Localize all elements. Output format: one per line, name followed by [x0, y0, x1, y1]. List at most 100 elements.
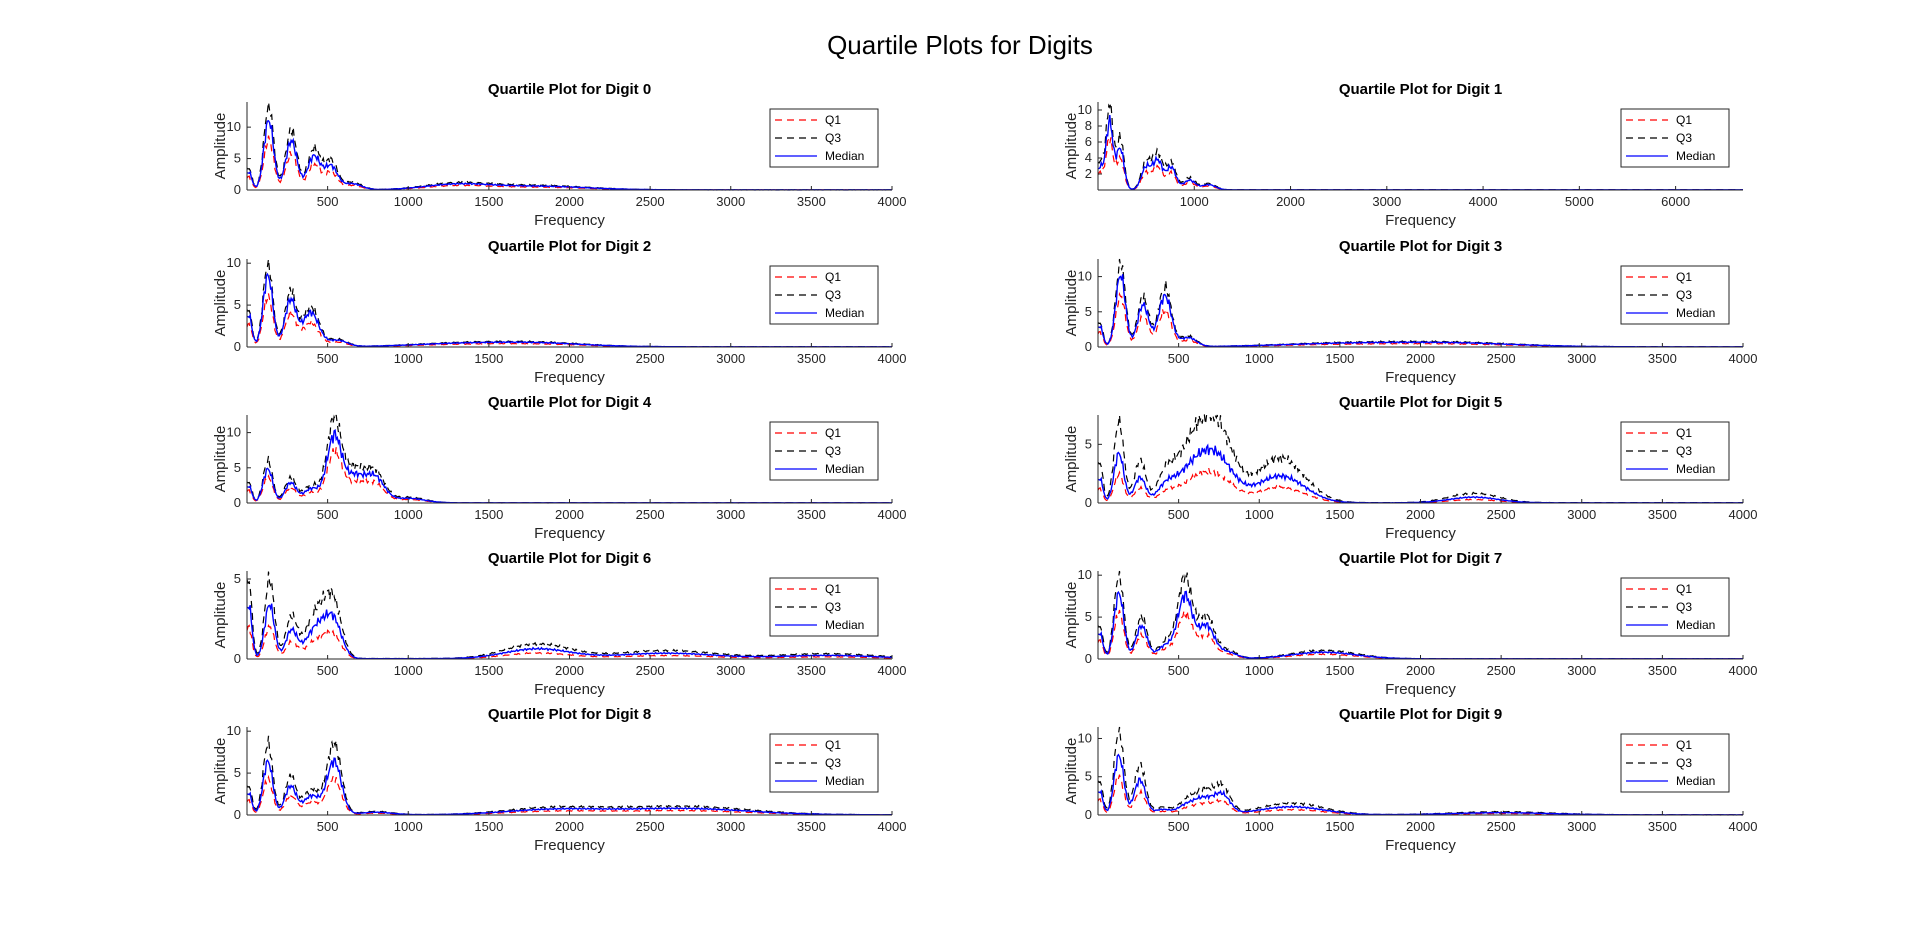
median-series	[246, 603, 893, 660]
x-tick-label: 1000	[1245, 819, 1274, 834]
legend-label: Q3	[825, 131, 841, 145]
x-tick-label: 3500	[1648, 507, 1677, 522]
x-tick-label: 2500	[636, 507, 665, 522]
x-tick-label: 4000	[878, 507, 907, 522]
y-axis-label: Amplitude	[1063, 270, 1080, 337]
subplot-title: Quartile Plot for Digit 2	[488, 238, 651, 255]
x-tick-label: 2500	[636, 194, 665, 209]
x-tick-label: 2000	[1406, 507, 1435, 522]
legend-label: Q3	[825, 444, 841, 458]
y-tick-label: 10	[1078, 269, 1092, 284]
x-axis-label: Frequency	[1385, 212, 1456, 229]
x-tick-label: 500	[317, 819, 339, 834]
legend-box	[1620, 577, 1730, 637]
subplot-title: Quartile Plot for Digit 5	[1339, 394, 1502, 411]
x-tick-label: 2000	[555, 194, 584, 209]
x-tick-label: 4000	[1729, 819, 1758, 834]
x-tick-label: 1000	[394, 351, 423, 366]
x-tick-label: 3000	[1567, 507, 1596, 522]
y-tick-label: 5	[234, 460, 241, 475]
subplot-digit-6: Quartile Plot for Digit 6 500 1000 1500 2000…	[212, 550, 906, 698]
y-axis-label: Amplitude	[1063, 426, 1080, 493]
x-tick-label: 3500	[1648, 819, 1677, 834]
legend-box	[1620, 733, 1730, 793]
x-tick-label: 2500	[636, 819, 665, 834]
y-tick-label: 8	[1085, 118, 1092, 133]
legend-label: Q3	[1676, 288, 1692, 302]
y-tick-label: 10	[227, 723, 241, 738]
legend-label: Median	[825, 618, 864, 632]
y-tick-label: 10	[1078, 102, 1092, 117]
x-axis-label: Frequency	[1385, 681, 1456, 698]
x-tick-label: 3000	[716, 507, 745, 522]
y-axis-label: Amplitude	[212, 426, 229, 493]
legend-label: Median	[1676, 618, 1715, 632]
legend-label: Q1	[1676, 426, 1692, 440]
x-axis-label: Frequency	[534, 681, 605, 698]
subplot-title: Quartile Plot for Digit 8	[488, 706, 651, 723]
x-tick-label: 500	[1168, 663, 1190, 678]
y-tick-label: 5	[234, 151, 241, 166]
x-tick-label: 3500	[797, 663, 826, 678]
legend-label: Q1	[825, 582, 841, 596]
legend-label: Q3	[1676, 444, 1692, 458]
y-axis-label: Amplitude	[1063, 582, 1080, 649]
x-tick-label: 1000	[1245, 507, 1274, 522]
x-tick-label: 3000	[1567, 663, 1596, 678]
x-tick-label: 1500	[1325, 507, 1354, 522]
legend-label: Median	[825, 149, 864, 163]
x-tick-label: 500	[317, 194, 339, 209]
median-series	[246, 757, 892, 816]
subplot-title: Quartile Plot for Digit 3	[1339, 238, 1502, 255]
x-tick-label: 2500	[1487, 663, 1516, 678]
subplot-title: Quartile Plot for Digit 0	[488, 81, 651, 98]
x-tick-label: 2000	[555, 819, 584, 834]
legend-label: Q3	[825, 600, 841, 614]
x-tick-label: 3000	[1567, 819, 1596, 834]
subplot-digit-2: Quartile Plot for Digit 2 500 1000 1500 2000…	[212, 238, 906, 386]
y-tick-label: 0	[234, 339, 241, 354]
x-tick-label: 3000	[716, 194, 745, 209]
x-tick-label: 1000	[1245, 663, 1274, 678]
x-tick-label: 2500	[1487, 507, 1516, 522]
x-tick-label: 3500	[1648, 663, 1677, 678]
x-axis-label: Frequency	[534, 369, 605, 386]
y-tick-label: 0	[234, 495, 241, 510]
x-tick-label: 1000	[394, 194, 423, 209]
y-tick-label: 5	[1085, 436, 1092, 451]
x-tick-label: 500	[317, 663, 339, 678]
x-tick-label: 3500	[797, 507, 826, 522]
legend-label: Q1	[825, 113, 841, 127]
y-tick-label: 5	[1085, 304, 1092, 319]
subplot-digit-3: Quartile Plot for Digit 3 500 1000 1500 2000…	[1063, 238, 1757, 386]
x-tick-label: 6000	[1661, 194, 1690, 209]
y-axis-label: Amplitude	[1063, 738, 1080, 805]
legend-label: Median	[1676, 306, 1715, 320]
x-tick-label: 500	[1168, 819, 1190, 834]
subplot-title: Quartile Plot for Digit 9	[1339, 706, 1502, 723]
y-axis-label: Amplitude	[212, 582, 229, 649]
x-tick-label: 4000	[878, 819, 907, 834]
legend-label: Median	[825, 774, 864, 788]
y-tick-label: 0	[1085, 807, 1092, 822]
x-tick-label: 1000	[394, 819, 423, 834]
x-tick-label: 3500	[797, 819, 826, 834]
y-tick-label: 0	[234, 807, 241, 822]
figure-title: Quartile Plots for Digits	[827, 30, 1093, 60]
x-tick-label: 4000	[1729, 507, 1758, 522]
x-tick-label: 1000	[1245, 351, 1274, 366]
subplot-digit-8: Quartile Plot for Digit 8 500 1000 1500 2000…	[212, 706, 906, 854]
x-tick-label: 1500	[1325, 819, 1354, 834]
x-tick-label: 4000	[1729, 351, 1758, 366]
y-tick-label: 2	[1085, 166, 1092, 181]
x-axis-label: Frequency	[534, 837, 605, 854]
subplot-digit-0: Quartile Plot for Digit 0 500 1000 1500 2000…	[212, 81, 906, 229]
y-tick-label: 10	[1078, 730, 1092, 745]
x-tick-label: 2500	[1487, 351, 1516, 366]
x-tick-label: 1000	[394, 663, 423, 678]
legend-label: Median	[825, 462, 864, 476]
x-tick-label: 5000	[1565, 194, 1594, 209]
y-tick-label: 6	[1085, 134, 1092, 149]
y-tick-label: 0	[234, 651, 241, 666]
